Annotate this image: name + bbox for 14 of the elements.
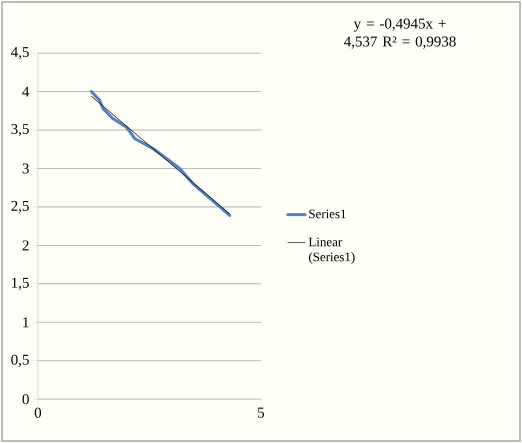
- text: y = -0,4945x + 4,537 R² = 0,9938: [344, 18, 456, 49]
- y-tick-label: 4: [22, 86, 30, 97]
- legend-label: Linear (Series1): [308, 238, 355, 264]
- y-tick-label: 3,5: [11, 124, 29, 136]
- y-tick-label: 3: [22, 163, 29, 174]
- y-tick-label: 1,5: [12, 278, 29, 290]
- y-tick-label: 1: [23, 317, 29, 328]
- y-tick-label: 0: [22, 394, 29, 404]
- legend-label: Series1: [309, 210, 346, 218]
- y-tick-label: 4,5: [11, 47, 29, 60]
- y-tick-label: 2: [22, 240, 29, 250]
- y-tick-label: 0,5: [11, 354, 29, 367]
- y-tick-label: 2,5: [11, 200, 29, 214]
- x-tick-label: 5: [258, 408, 264, 418]
